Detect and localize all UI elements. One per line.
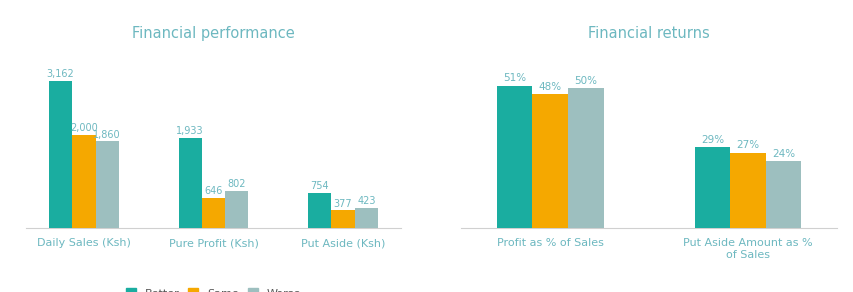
Bar	[49, 81, 73, 228]
Text: 50%: 50%	[573, 76, 596, 86]
Bar	[531, 94, 567, 228]
Bar	[567, 88, 603, 228]
Text: 2,000: 2,000	[70, 123, 98, 133]
Text: 27%: 27%	[735, 140, 758, 150]
Text: 48%: 48%	[538, 82, 561, 92]
Text: 3,162: 3,162	[47, 69, 74, 79]
Bar	[308, 193, 331, 228]
Text: 29%: 29%	[700, 135, 723, 145]
Text: 1,933: 1,933	[177, 126, 204, 136]
Text: 646: 646	[204, 186, 223, 196]
Text: 802: 802	[227, 179, 246, 189]
Text: 377: 377	[334, 199, 352, 209]
Bar	[201, 198, 225, 228]
Bar	[765, 161, 800, 228]
Bar	[729, 152, 765, 228]
Bar	[331, 210, 354, 228]
Bar	[96, 141, 119, 228]
Bar	[496, 86, 531, 228]
Text: 754: 754	[310, 181, 328, 191]
Text: 24%: 24%	[771, 149, 794, 159]
Title: Financial returns: Financial returns	[588, 26, 709, 41]
Bar	[354, 208, 378, 228]
Bar	[73, 135, 96, 228]
Text: 51%: 51%	[502, 74, 525, 84]
Legend: Better, Same, Worse: Better, Same, Worse	[121, 284, 305, 292]
Bar	[225, 191, 248, 228]
Bar	[178, 138, 201, 228]
Text: 423: 423	[357, 197, 375, 206]
Text: 1,860: 1,860	[93, 130, 121, 140]
Bar	[693, 147, 729, 228]
Title: Financial performance: Financial performance	[132, 26, 294, 41]
